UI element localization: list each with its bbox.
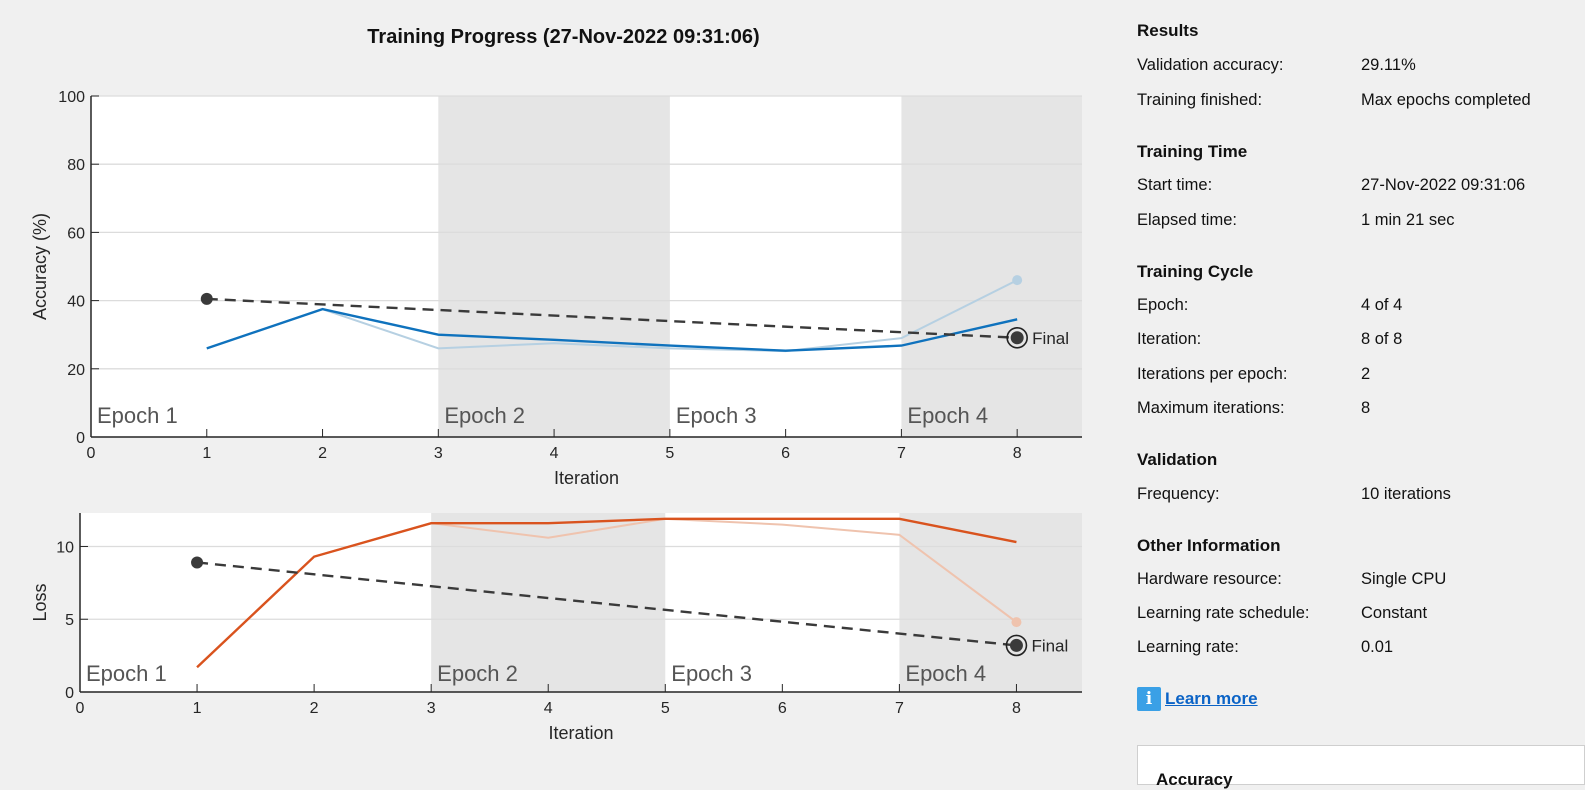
iteration-value: 8 of 8 [1361, 330, 1403, 348]
accuracy-chart: Epoch 1 Epoch 2 Epoch 3 Epoch 4020406080100… [30, 89, 1082, 488]
accuracy-xtick-label: 5 [665, 445, 674, 462]
loss-xtick-label: 4 [544, 700, 553, 717]
loss-ytick-label: 0 [65, 685, 74, 702]
validation-heading: Validation [1137, 450, 1218, 469]
accuracy-validation-final-point [1010, 331, 1024, 345]
loss-ytick-label: 10 [56, 539, 74, 556]
info-panel: Results Validation accuracy: 29.11% Trai… [1137, 0, 1585, 789]
loss-epoch-label-2: Epoch 2 [437, 661, 518, 686]
frequency-label: Frequency: [1137, 485, 1220, 503]
accuracy-y-axis-label: Accuracy (%) [30, 213, 50, 320]
training-time-heading: Training Time [1137, 142, 1248, 161]
accuracy-epoch-label-4: Epoch 4 [907, 403, 988, 428]
accuracy-xtick-label: 6 [781, 445, 790, 462]
hardware-resource-label: Hardware resource: [1137, 570, 1282, 588]
loss-validation-final-point [1009, 638, 1023, 652]
accuracy-xtick-label: 1 [202, 445, 211, 462]
accuracy-validation-start-point [200, 292, 213, 305]
learning-rate-schedule-value: Constant [1361, 604, 1428, 622]
hardware-resource-value: Single CPU [1361, 570, 1447, 588]
loss-final-ring [1005, 634, 1028, 657]
accuracy-smoothed-line [206, 307, 1018, 352]
accuracy-epoch-band-4 [901, 96, 1082, 437]
training-finished-label: Training finished: [1137, 91, 1263, 109]
info-icon: i [1137, 687, 1161, 711]
accuracy-epoch-label-1: Epoch 1 [97, 403, 178, 428]
accuracy-ytick-label: 40 [67, 294, 85, 311]
accuracy-raw-line [206, 279, 1018, 353]
accuracy-validation-line [206, 297, 1018, 339]
loss-y-axis-label: Loss [30, 583, 50, 621]
accuracy-xtick-label: 8 [1013, 445, 1022, 462]
loss-xtick-label: 6 [778, 700, 787, 717]
loss-x-axis-label: Iteration [548, 723, 613, 743]
learn-more-link[interactable]: i Learn more [1137, 687, 1258, 711]
accuracy-epoch-label-2: Epoch 2 [444, 403, 525, 428]
loss-validation-line [196, 561, 1017, 647]
loss-chart: Epoch 1 Epoch 2 Epoch 3 Epoch 4 0 5 10 0 1 2 3 4 5 6 7… [30, 513, 1082, 743]
loss-smoothed-line [196, 517, 1017, 669]
accuracy-xtick-label: 0 [87, 445, 96, 462]
accuracy-legend-box: Accuracy [1137, 745, 1585, 789]
learn-more-label[interactable]: Learn more [1165, 689, 1258, 708]
loss-validation-start-point [191, 556, 204, 569]
results-heading: Results [1137, 21, 1199, 40]
learning-rate-label: Learning rate: [1137, 638, 1239, 656]
training-cycle-heading: Training Cycle [1137, 262, 1254, 281]
loss-xtick-label: 8 [1012, 700, 1021, 717]
accuracy-ytick-label: 100 [58, 89, 85, 106]
accuracy-final-label: Final [1032, 329, 1069, 348]
accuracy-epoch-band-2 [438, 96, 670, 437]
loss-epoch-label-3: Epoch 3 [671, 661, 752, 686]
chart-title: Training Progress (27-Nov-2022 09:31:06) [367, 26, 760, 48]
validation-accuracy-label: Validation accuracy: [1137, 56, 1284, 74]
accuracy-ytick-label: 0 [76, 430, 85, 447]
loss-xtick-label: 5 [661, 700, 670, 717]
accuracy-x-axis-label: Iteration [554, 468, 619, 488]
start-time-value: 27-Nov-2022 09:31:06 [1361, 176, 1526, 194]
accuracy-xtick-label: 3 [434, 445, 443, 462]
loss-xtick-label: 1 [193, 700, 202, 717]
validation-accuracy-value: 29.11% [1361, 56, 1416, 74]
accuracy-final-ring [1006, 326, 1028, 349]
accuracy-xtick-label: 4 [550, 445, 559, 462]
training-finished-value: Max epochs completed [1361, 91, 1531, 109]
loss-raw-last-point [1011, 617, 1022, 628]
accuracy-raw-last-point [1012, 275, 1023, 286]
learning-rate-value: 0.01 [1361, 638, 1394, 656]
loss-xtick-label: 2 [310, 700, 319, 717]
epoch-label: Epoch: [1137, 296, 1189, 314]
elapsed-time-label: Elapsed time: [1137, 211, 1237, 229]
iteration-label: Iteration: [1137, 330, 1202, 348]
accuracy-ytick-label: 80 [67, 157, 85, 174]
loss-ytick-label: 5 [65, 612, 74, 629]
iterations-per-epoch-label: Iterations per epoch: [1137, 365, 1288, 383]
loss-epoch-label-4: Epoch 4 [905, 661, 986, 686]
iterations-per-epoch-value: 2 [1361, 365, 1371, 383]
frequency-value: 10 iterations [1361, 485, 1451, 503]
loss-final-label: Final [1031, 636, 1068, 655]
accuracy-epoch-label-3: Epoch 3 [676, 403, 757, 428]
accuracy-xtick-label: 7 [897, 445, 906, 462]
start-time-label: Start time: [1137, 176, 1213, 194]
loss-xtick-label: 7 [895, 700, 904, 717]
epoch-value: 4 of 4 [1361, 296, 1403, 314]
elapsed-time-value: 1 min 21 sec [1361, 211, 1455, 229]
accuracy-xtick-label: 2 [318, 445, 327, 462]
accuracy-ytick-label: 20 [67, 362, 85, 379]
other-information-heading: Other Information [1137, 536, 1281, 555]
learning-rate-schedule-label: Learning rate schedule: [1137, 604, 1310, 622]
maximum-iterations-value: 8 [1361, 399, 1371, 417]
maximum-iterations-label: Maximum iterations: [1137, 399, 1285, 417]
loss-epoch-label-1: Epoch 1 [86, 661, 167, 686]
loss-epoch-band-2 [431, 513, 666, 692]
accuracy-ytick-label: 60 [67, 225, 85, 242]
loss-xtick-label: 3 [427, 700, 436, 717]
accuracy-legend-title: Accuracy [1156, 770, 1233, 789]
loss-xtick-label: 0 [76, 700, 85, 717]
